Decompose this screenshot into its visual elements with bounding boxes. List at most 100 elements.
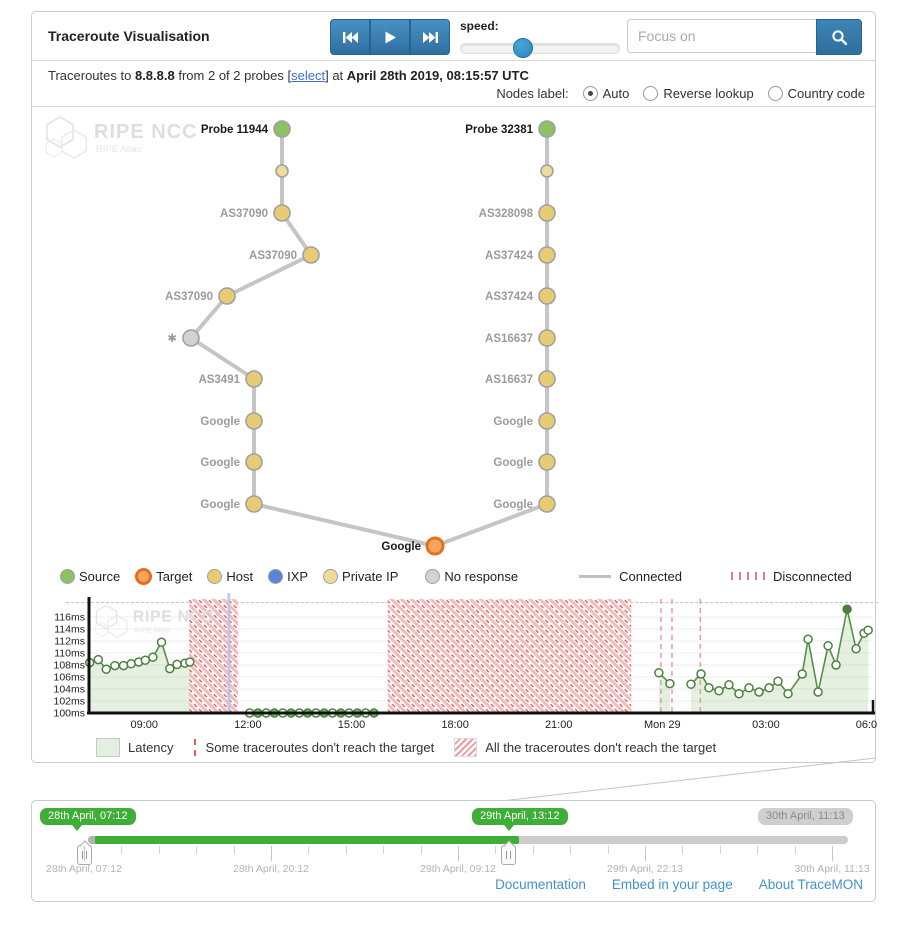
graph-node-private[interactable] <box>540 164 554 178</box>
radio-auto[interactable]: Auto <box>582 86 629 101</box>
latency-point[interactable] <box>172 659 182 670</box>
skip-back-icon <box>342 31 358 43</box>
latency-point[interactable] <box>764 683 774 693</box>
latency-point[interactable] <box>851 644 861 654</box>
graph-node-host[interactable] <box>245 453 263 471</box>
latency-point[interactable] <box>803 634 813 644</box>
speed-slider-thumb[interactable] <box>513 38 533 58</box>
no-response-icon <box>425 568 441 584</box>
latency-point[interactable] <box>665 678 675 689</box>
latency-point[interactable] <box>140 655 151 665</box>
hatch-swatch-icon <box>454 738 478 757</box>
graph-node-host[interactable] <box>538 246 556 264</box>
latency-point[interactable] <box>724 680 734 690</box>
graph-node-label: Probe 32381 <box>465 124 533 136</box>
latency-point[interactable] <box>696 669 706 679</box>
graph-node-source[interactable] <box>538 120 556 138</box>
latency-point[interactable] <box>744 683 754 693</box>
radio-icon[interactable] <box>767 86 783 101</box>
graph-node-host[interactable] <box>538 287 556 305</box>
graph-node-host[interactable] <box>245 412 263 430</box>
latency-point[interactable] <box>686 679 696 689</box>
latency-point[interactable] <box>813 687 823 697</box>
node-legend: Source Target Host IXP Private IP No response… <box>60 563 852 589</box>
graph-node-host[interactable] <box>538 204 556 222</box>
graph-node-host[interactable] <box>245 370 263 388</box>
latency-point[interactable] <box>93 654 104 665</box>
graph-node-host[interactable] <box>538 453 556 471</box>
latency-point[interactable] <box>823 641 833 651</box>
graph-node-host[interactable] <box>218 287 236 305</box>
ruler-major-tick <box>84 846 85 861</box>
chart-legend-label: Latency <box>128 740 174 755</box>
graph-edge <box>433 502 549 548</box>
radio-reverse-lookup[interactable]: Reverse lookup <box>643 86 754 101</box>
graph-node-host[interactable] <box>302 246 320 264</box>
graph-node-target[interactable] <box>425 536 445 556</box>
latency-point[interactable] <box>185 657 195 667</box>
search-icon <box>831 29 847 45</box>
host-icon <box>207 568 223 584</box>
latency-point[interactable] <box>110 660 120 671</box>
latency-point[interactable] <box>165 663 175 674</box>
latency-point[interactable] <box>714 686 724 696</box>
latency-point[interactable] <box>148 652 158 662</box>
footer-link-embed-in-your-page[interactable]: Embed in your page <box>611 877 733 892</box>
grip-icon <box>506 851 512 859</box>
latency-point[interactable] <box>734 689 744 699</box>
latency-point[interactable] <box>101 664 112 674</box>
legend-ixp: IXP <box>268 568 308 584</box>
nodes-label-caption: Nodes label: <box>496 86 569 101</box>
radio-icon[interactable] <box>643 86 659 101</box>
footer-link-about-tracemon[interactable]: About TraceMON <box>758 877 863 892</box>
graph-node-host[interactable] <box>538 370 556 388</box>
select-probes-link[interactable]: select <box>291 68 326 83</box>
latency-point[interactable] <box>704 683 714 693</box>
footer-link-documentation[interactable]: Documentation <box>495 877 586 892</box>
latency-point[interactable] <box>654 668 664 678</box>
graph-node-host[interactable] <box>273 204 291 222</box>
graph-node-host[interactable] <box>245 495 263 513</box>
radio-selected-icon[interactable] <box>582 86 598 101</box>
focus-input[interactable] <box>627 19 816 53</box>
graph-node-label: Google <box>200 499 240 511</box>
legend-target: Target <box>135 567 192 585</box>
radio-country-code[interactable]: Country code <box>767 86 865 101</box>
latency-point[interactable] <box>783 689 793 699</box>
latency-chart-area: RIPE NCC RIPE Atlas 100ms 102ms 104ms 106ms 10… <box>32 589 878 761</box>
speed-slider[interactable] <box>460 38 620 58</box>
graph-node-label: Google <box>493 499 533 511</box>
graph-node-host[interactable] <box>538 412 556 430</box>
playback-controls <box>330 19 450 55</box>
private-ip-icon <box>323 568 339 584</box>
skip-back-button[interactable] <box>330 19 370 55</box>
graph-node-host[interactable] <box>538 329 556 347</box>
skip-forward-icon <box>422 31 438 43</box>
latency-point[interactable] <box>118 660 129 671</box>
graph-node-private[interactable] <box>275 164 289 178</box>
latency-point[interactable] <box>797 669 807 679</box>
latency-point[interactable] <box>842 604 852 614</box>
timeline-track[interactable] <box>88 836 848 844</box>
play-button[interactable] <box>370 19 410 55</box>
latency-point[interactable] <box>831 660 841 670</box>
latency-area <box>89 642 190 713</box>
latency-point[interactable] <box>156 637 167 647</box>
graph-node-source[interactable] <box>273 120 291 138</box>
timeline-end-handle[interactable] <box>501 845 517 865</box>
latency-point[interactable] <box>773 676 783 686</box>
skip-forward-button[interactable] <box>410 19 450 55</box>
svg-text:RIPE Atlas: RIPE Atlas <box>96 144 142 155</box>
badge-pointer <box>72 825 82 831</box>
graph-node-host[interactable] <box>538 495 556 513</box>
summary-mid: from 2 of 2 probes <box>178 68 284 83</box>
search-button[interactable] <box>816 19 862 55</box>
graph-node-label: Google <box>200 457 240 469</box>
graph-edge <box>252 502 437 548</box>
latency-point[interactable] <box>863 625 873 635</box>
latency-point[interactable] <box>126 659 136 669</box>
latency-point[interactable] <box>754 687 764 697</box>
graph-node-noresponse[interactable] <box>182 329 200 347</box>
y-tick-label: 110ms <box>54 648 85 660</box>
